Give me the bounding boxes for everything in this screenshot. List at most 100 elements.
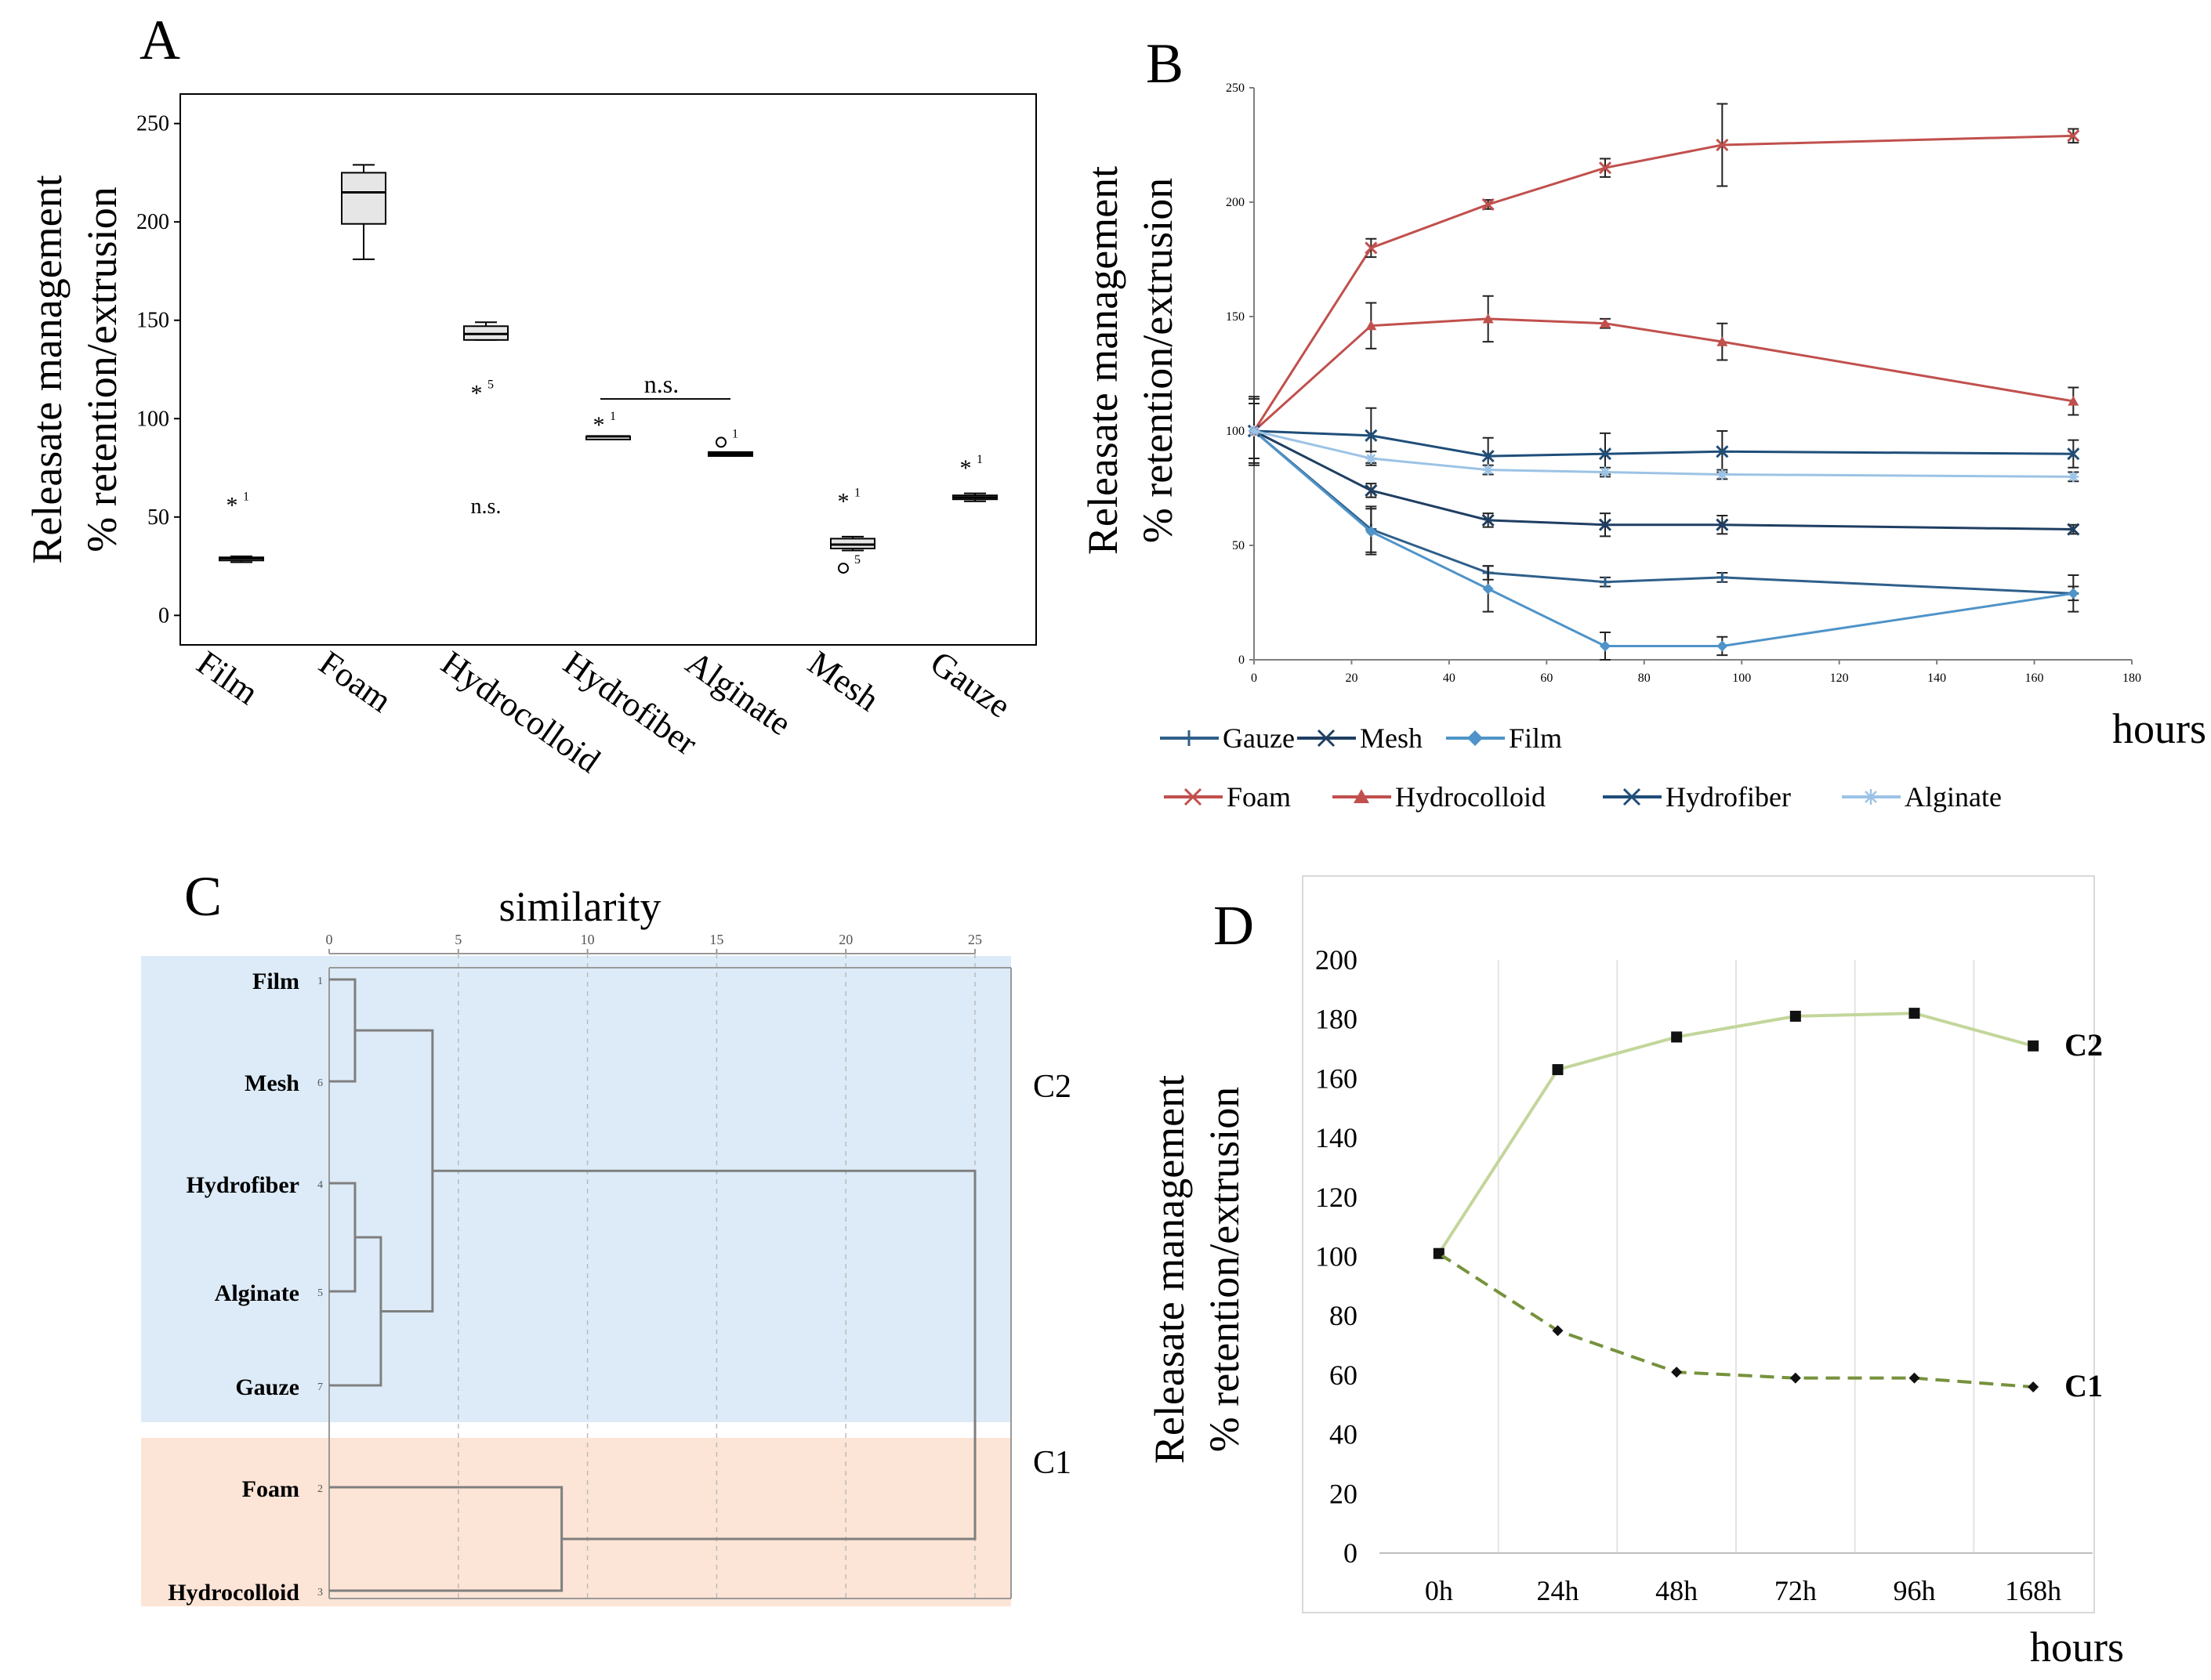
legend-item-hydrocolloid: Hydrocolloid bbox=[1332, 781, 1546, 813]
series-line bbox=[1253, 429, 2074, 647]
legend-label: Hydrocolloid bbox=[1395, 781, 1546, 813]
x-tick-label: 60 bbox=[1540, 672, 1553, 685]
series-mesh bbox=[1247, 402, 2080, 538]
legend-label: Film bbox=[1509, 722, 1562, 754]
data-point bbox=[1600, 576, 1611, 588]
data-point bbox=[1365, 320, 1377, 331]
box-alginate: 1 bbox=[708, 427, 753, 457]
data-point bbox=[1598, 447, 1612, 461]
x-tick-label: 20 bbox=[839, 932, 853, 947]
series-line bbox=[1253, 429, 2074, 478]
panel-d-line-chart: 0 20 40 60 80 100 120 140 160 180 200 0h 24h 48h 72h 96… bbox=[1146, 875, 2124, 1671]
leaf-label-hydrocolloid: Hydrocolloid bbox=[168, 1580, 299, 1606]
significance-label: n.s. bbox=[644, 370, 679, 398]
legend-label: Foam bbox=[1227, 781, 1291, 813]
data-point bbox=[1365, 241, 1378, 255]
x-axis-label: hours bbox=[2030, 1624, 2124, 1671]
data-point bbox=[1482, 464, 1494, 476]
significance-label: n.s. bbox=[471, 494, 502, 519]
data-point bbox=[1716, 336, 1728, 346]
leaf-index: 3 bbox=[317, 1587, 323, 1599]
x-tick-label-gauze: Gauze bbox=[923, 643, 1017, 726]
series-hydrofiber bbox=[1247, 402, 2080, 476]
data-point bbox=[1716, 445, 1729, 458]
data-point bbox=[1716, 518, 1729, 531]
data-point bbox=[1598, 161, 1612, 175]
outlier-label: 1 bbox=[610, 410, 616, 423]
leaf-label-film: Film bbox=[252, 969, 299, 994]
data-point bbox=[2068, 471, 2079, 483]
leaf-index: 4 bbox=[317, 1179, 323, 1191]
legend-item-foam: Foam bbox=[1164, 781, 1291, 813]
y-axis-label-line2: % retention/extrusion bbox=[1201, 1087, 1248, 1452]
y-tick-label: 150 bbox=[136, 309, 169, 333]
data-point bbox=[1600, 640, 1611, 652]
y-tick-label: 200 bbox=[136, 210, 169, 234]
y-tick-label: 50 bbox=[1232, 539, 1245, 552]
x-tick-label: 10 bbox=[581, 932, 595, 947]
y-tick-label: 120 bbox=[1315, 1182, 1357, 1213]
outlier-star: * bbox=[593, 412, 605, 438]
box-foam bbox=[341, 164, 386, 260]
legend-item-alginate: Alginate bbox=[1842, 781, 2002, 813]
chart-frame bbox=[1302, 875, 2095, 1613]
x-tick-label: 180 bbox=[2122, 672, 2141, 685]
leaf-label-hydrofiber: Hydrofiber bbox=[187, 1172, 299, 1198]
legend-marker bbox=[1863, 789, 1879, 805]
leaf-label-alginate: Alginate bbox=[215, 1280, 299, 1306]
leaf-label-foam: Foam bbox=[242, 1476, 299, 1502]
x-tick-label: 0 bbox=[1251, 672, 1257, 685]
data-point bbox=[1433, 1247, 1444, 1259]
data-point bbox=[1716, 138, 1729, 152]
legend-item-film: Film bbox=[1446, 722, 1562, 754]
outlier-star: * bbox=[471, 381, 483, 407]
leaf-index: 5 bbox=[317, 1287, 323, 1299]
y-tick-label: 160 bbox=[1315, 1063, 1357, 1094]
y-tick-label: 100 bbox=[1315, 1241, 1357, 1273]
x-tick-label: 15 bbox=[709, 932, 723, 947]
legend-label: Alginate bbox=[1905, 781, 2002, 813]
panel-letter-a: A bbox=[140, 9, 180, 71]
legend-label: Mesh bbox=[1360, 722, 1423, 754]
series-line bbox=[1437, 1252, 2034, 1389]
x-tick-label: 168h bbox=[2005, 1575, 2061, 1606]
box-hydrofiber: * 1 bbox=[585, 410, 631, 440]
box-iqr bbox=[341, 172, 386, 225]
series-line bbox=[1252, 317, 2074, 433]
y-tick-label: 0 bbox=[1343, 1537, 1357, 1569]
panel-letter-d: D bbox=[1213, 894, 1254, 957]
x-tick-label: 0 bbox=[326, 932, 333, 947]
data-point bbox=[1716, 640, 1728, 652]
x-tick-label: 25 bbox=[968, 932, 982, 947]
outlier-circle bbox=[838, 563, 849, 574]
panel-a-boxplot: 0 50 100 150 200 250 Releasate management% ret… bbox=[24, 93, 1037, 780]
legend-item-mesh: Mesh bbox=[1297, 722, 1423, 754]
leaf-index: 2 bbox=[317, 1483, 323, 1495]
y-tick-label: 60 bbox=[1329, 1360, 1357, 1391]
data-point bbox=[1552, 1064, 1564, 1076]
y-axis-label-line1: Releasate management bbox=[24, 175, 71, 563]
legend-marker bbox=[1354, 789, 1369, 803]
leaf-label-mesh: Mesh bbox=[245, 1070, 299, 1096]
y-tick-label: 80 bbox=[1329, 1300, 1357, 1331]
y-tick-label: 200 bbox=[1226, 196, 1245, 209]
data-point bbox=[1482, 583, 1494, 595]
data-point bbox=[1671, 1367, 1683, 1378]
y-tick-label: 50 bbox=[147, 505, 169, 530]
y-tick-label: 100 bbox=[1226, 425, 1245, 438]
legend-marker bbox=[1181, 730, 1197, 746]
outlier-label: 1 bbox=[732, 427, 738, 440]
y-tick-label: 40 bbox=[1329, 1419, 1357, 1450]
data-point bbox=[1365, 453, 1377, 465]
outlier-label: 1 bbox=[854, 487, 861, 500]
y-tick-label: 250 bbox=[136, 112, 169, 136]
x-tick-label-film: Film bbox=[190, 643, 265, 712]
panel-b-line-chart: 0 50 100 150 200 250 0 20 40 60 80 100 120 140 160 180 R… bbox=[1079, 81, 2206, 813]
x-tick-label: 24h bbox=[1537, 1575, 1579, 1606]
data-point bbox=[1908, 1372, 1920, 1384]
x-tick-label: 120 bbox=[1830, 672, 1849, 685]
series-line bbox=[1253, 429, 2074, 595]
chart-title: similarity bbox=[499, 883, 661, 930]
legend-marker bbox=[1622, 788, 1641, 806]
